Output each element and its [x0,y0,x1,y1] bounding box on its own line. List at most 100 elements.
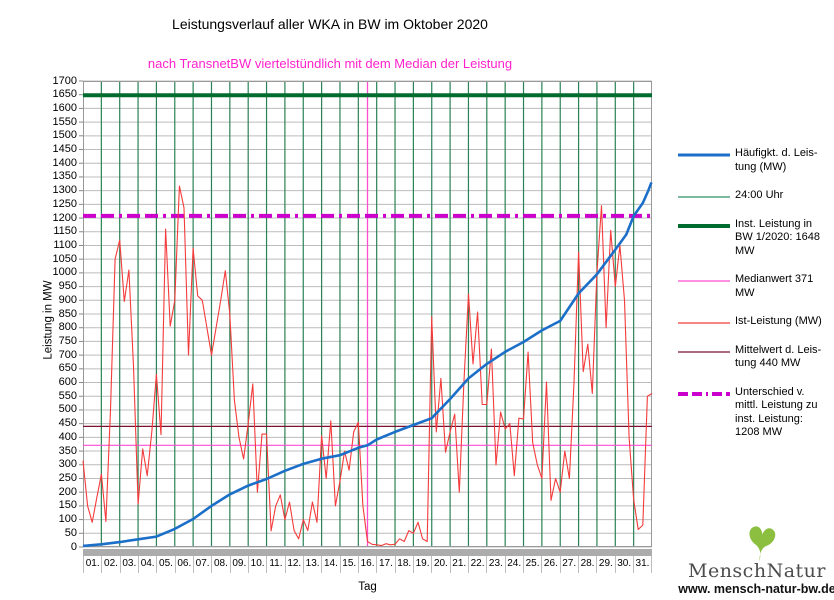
x-tick-label: 24. [505,556,524,573]
x-tick-label: 18. [395,556,414,573]
x-tick-label: 11. [267,556,286,573]
legend-item: Medianwert 371 MW [678,273,830,300]
x-tick-label: 22. [468,556,488,573]
brand-url: www. mensch-natur-bw.de [678,582,834,596]
x-tick-label: 06. [175,556,194,573]
x-tick-label: 09. [230,556,249,573]
y-tick-label: 850 [58,307,77,320]
legend-item: Mittelwert d. Leis- tung 440 MW [678,344,830,371]
y-tick-label: 1300 [52,184,77,197]
x-tick-label: 05. [157,556,176,573]
y-tick-label: 100 [58,513,77,526]
legend-label: Unterschied v. mittl. Leistung zu inst. … [735,385,818,439]
legend-swatch-line [678,322,730,324]
legend-label: Medianwert 371 MW [735,273,814,299]
y-tick-label: 650 [58,362,77,375]
x-axis-title: Tag [358,581,377,593]
y-tick-label: 1650 [52,88,77,101]
y-tick-label: 950 [58,280,77,293]
ginkgo-leaf-icon [749,526,776,562]
x-tick-label: 31. [633,556,653,573]
legend-item: 24:00 Uhr [678,189,830,203]
y-tick-label: 0 [70,540,77,553]
y-tick-label: 1050 [52,252,77,265]
x-tick-label: 29. [597,556,616,573]
plot-border [83,81,652,547]
chart-title: Leistungsverlauf aller WKA in BW im Okto… [172,16,488,32]
x-tick-label: 07. [193,556,213,573]
x-tick-label: 23. [487,556,506,573]
x-tick-label: 16. [358,556,378,573]
x-axis-band [83,549,652,556]
legend-swatch-line [678,280,730,282]
legend-swatch-line [678,196,730,198]
y-tick-label: 300 [58,458,77,471]
x-tick-label: 14. [322,556,341,573]
y-tick-label: 1400 [52,156,77,169]
series-haeufigkeit [82,181,653,548]
y-tick-label: 500 [58,403,77,416]
y-tick-label: 700 [58,348,77,361]
y-tick-label: 1200 [52,211,77,224]
legend-item: Inst. Leistung in BW 1/2020: 1648 MW [678,218,830,259]
y-tick-label: 400 [58,430,77,443]
x-tick-label: 19. [413,556,433,573]
y-tick-label: 1100 [53,238,77,251]
x-tick-label: 01. [83,556,103,573]
x-axis-labels: 01. 02. 03. 04. 05. 06. 07. 08. 09. 10. 11. 12. 13. 1… [83,556,653,573]
y-tick-label: 750 [58,334,77,347]
x-tick-label: 20. [432,556,451,573]
y-tick-label: 1500 [52,129,77,142]
x-tick-label: 02. [102,556,121,573]
y-tick-label: 1150 [53,225,77,238]
y-tick-label: 450 [58,417,77,430]
legend-swatch-line [678,223,730,228]
brand-name: MenschNatur [688,560,826,582]
plot-area [79,80,653,548]
x-tick-label: 13. [303,556,323,573]
x-tick-label: 26. [542,556,561,573]
y-tick-label: 150 [58,499,77,512]
legend-swatch-line [678,153,730,157]
x-tick-label: 17. [377,556,396,573]
y-tick-label: 1600 [52,101,77,114]
x-tick-label: 08. [212,556,231,573]
legend-label: Inst. Leistung in BW 1/2020: 1648 MW [735,217,821,257]
y-tick-label: 200 [58,485,77,498]
y-tick-label: 1000 [52,266,77,279]
y-tick-label: 250 [58,471,77,484]
y-tick-label: 1350 [52,170,77,183]
x-tick-label: 15. [340,556,359,573]
x-tick-label: 21. [450,556,469,573]
y-tick-label: 1450 [52,143,77,156]
legend-item: Unterschied v. mittl. Leistung zu inst. … [678,386,830,440]
y-tick-label: 50 [64,526,77,539]
legend-item: Ist-Leistung (MW) [678,315,830,329]
y-tick-label: 350 [58,444,77,457]
legend-label: 24:00 Uhr [735,189,784,201]
y-tick-label: 600 [58,376,77,389]
legend-swatch-line [678,350,730,353]
y-tick-label: 900 [58,293,77,306]
legend-label: Mittelwert d. Leis- tung 440 MW [735,343,822,370]
x-tick-label: 30. [615,556,634,573]
legend-item: Häufigkt. d. Leis- tung (MW) [678,147,830,174]
y-tick-label: 550 [58,389,77,402]
y-tick-label: 1250 [52,197,77,210]
x-tick-label: 04. [138,556,158,573]
y-tick-label: 1700 [52,74,77,87]
x-tick-label: 28. [578,556,598,573]
x-tick-label: 25. [523,556,543,573]
chart-subtitle: nach TransnetBW viertelstündlich mit dem… [147,56,513,71]
x-tick-label: 03. [120,556,139,573]
y-tick-label: 800 [58,321,77,334]
series-ist-leistung [82,185,653,547]
legend-label: Häufigkt. d. Leis- tung (MW) [735,147,818,173]
x-tick-label: 10. [248,556,268,573]
legend-swatch-line [678,391,730,396]
chart-legend: Häufigkt. d. Leis- tung (MW) 24:00 Uhr Ins… [678,147,830,440]
x-tick-label: 12. [285,556,304,573]
x-tick-label: 27. [560,556,579,573]
y-tick-label: 1550 [52,115,77,128]
legend-label: Ist-Leistung (MW) [735,315,822,327]
